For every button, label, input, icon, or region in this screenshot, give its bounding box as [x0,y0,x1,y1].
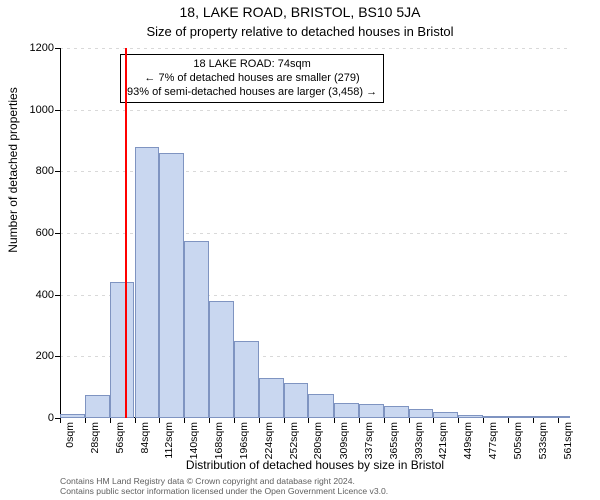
x-tick-label: 449sqm [462,422,474,459]
histogram-bar [184,241,209,418]
histogram-bar [533,416,558,418]
histogram-bar [159,153,184,418]
annotation-line-3: 93% of semi-detached houses are larger (… [127,86,377,100]
x-tick-mark [458,418,459,423]
x-tick-mark [60,418,61,423]
x-tick-mark [308,418,309,423]
x-tick-mark [433,418,434,423]
x-tick-mark [184,418,185,423]
x-tick-mark [209,418,210,423]
x-tick-mark [533,418,534,423]
annotation-box: 18 LAKE ROAD: 74sqm ← 7% of detached hou… [120,54,384,103]
annotation-line-2: ← 7% of detached houses are smaller (279… [127,72,377,86]
chart-container: 18, LAKE ROAD, BRISTOL, BS10 5JA Size of… [0,0,600,500]
x-tick-mark [334,418,335,423]
x-tick-label: 393sqm [413,422,425,459]
x-tick-mark [259,418,260,423]
x-tick-label: 28sqm [89,422,101,454]
x-tick-mark [135,418,136,423]
x-tick-label: 112sqm [163,422,175,459]
x-tick-mark [483,418,484,423]
histogram-bar [483,416,508,418]
chart-subtitle: Size of property relative to detached ho… [0,24,600,39]
histogram-bar [209,301,234,418]
x-tick-label: 421sqm [437,422,449,459]
histogram-bar [458,415,483,418]
x-tick-mark [409,418,410,423]
x-tick-label: 84sqm [139,422,151,454]
histogram-bar [85,395,110,418]
histogram-bar [308,394,334,418]
x-tick-mark [85,418,86,423]
histogram-bar [234,341,259,418]
x-tick-mark [558,418,559,423]
x-axis-label: Distribution of detached houses by size … [60,458,570,472]
x-tick-label: 140sqm [188,422,200,459]
footer-line-2: Contains public sector information licen… [60,487,580,497]
x-tick-label: 533sqm [537,422,549,459]
annotation-line-1: 18 LAKE ROAD: 74sqm [127,58,377,72]
histogram-bar [259,378,284,418]
page-title: 18, LAKE ROAD, BRISTOL, BS10 5JA [0,4,600,20]
histogram-bar [558,416,570,418]
histogram-bar [359,404,384,418]
histogram-plot: 18 LAKE ROAD: 74sqm ← 7% of detached hou… [60,48,570,418]
x-tick-label: 168sqm [213,422,225,459]
histogram-bar [334,403,359,418]
x-tick-mark [508,418,509,423]
histogram-bar [433,412,458,418]
histogram-bar [60,414,85,418]
x-tick-label: 56sqm [114,422,126,454]
histogram-bar [384,406,409,418]
histogram-bar [135,147,160,418]
histogram-bar [110,282,135,418]
histogram-bar [284,383,309,418]
x-tick-label: 0sqm [64,422,76,448]
property-marker-line [125,48,127,418]
x-tick-label: 477sqm [487,422,499,459]
x-tick-mark [159,418,160,423]
x-tick-label: 280sqm [312,422,324,459]
footer-attribution: Contains HM Land Registry data © Crown c… [60,477,580,497]
x-tick-mark [234,418,235,423]
x-tick-label: 252sqm [288,422,300,459]
x-tick-label: 224sqm [263,422,275,459]
x-tick-label: 196sqm [238,422,250,459]
histogram-bar [508,416,533,418]
x-tick-mark [359,418,360,423]
x-tick-mark [110,418,111,423]
x-tick-label: 337sqm [363,422,375,459]
x-tick-mark [284,418,285,423]
x-tick-mark [384,418,385,423]
x-tick-label: 561sqm [562,422,574,459]
x-tick-label: 365sqm [388,422,400,459]
x-tick-label: 309sqm [338,422,350,459]
histogram-bar [409,409,434,418]
y-axis-label: Number of detached properties [6,0,24,420]
x-tick-label: 505sqm [512,422,524,459]
